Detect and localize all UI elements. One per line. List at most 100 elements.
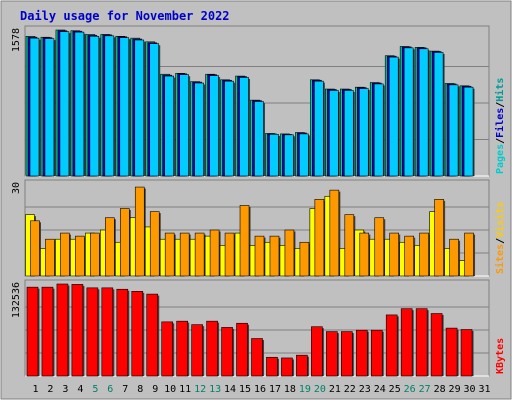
hits-bar-pages-day-2: [44, 38, 55, 177]
hits-bar-pages-day-7: [119, 37, 130, 177]
kbytes-bar-kbytes-day-28: [430, 313, 443, 377]
x-tick-label-day-14: 14: [224, 384, 236, 395]
hits-bar-pages-day-25: [388, 56, 399, 177]
hits-bar-pages-day-1: [29, 37, 40, 177]
hits-max-label: 1578: [11, 28, 22, 52]
visits-bar-sites-day-15: [239, 205, 250, 277]
kbytes-bar-kbytes-day-7: [116, 288, 129, 377]
kbytes-bar-kbytes-day-8: [131, 291, 144, 377]
x-tick-label-day-29: 29: [449, 384, 461, 395]
visits-bar-sites-day-25: [389, 232, 400, 277]
hits-bar-pages-day-3: [59, 31, 70, 177]
hits-bar-pages-day-14: [224, 80, 234, 177]
panel-hits: 1578 Pages/Files/Hits: [11, 25, 506, 177]
kbytes-bar-kbytes-day-25: [385, 314, 398, 377]
hits-bar-pages-day-17: [269, 134, 279, 177]
visits-bar-sites-day-4: [75, 235, 85, 277]
x-tick-label-day-5: 5: [92, 384, 98, 395]
visits-ylabel-part: /: [495, 238, 506, 244]
visits-bar-sites-day-13: [209, 229, 220, 277]
hits-bar-pages-day-16: [254, 101, 264, 177]
visits-bar-sites-day-17: [269, 235, 280, 277]
x-tick-label-day-8: 8: [137, 384, 143, 395]
visits-bar-sites-day-14: [224, 232, 235, 277]
hits-bar-pages-day-22: [344, 90, 354, 177]
hits-bar-pages-day-6: [104, 35, 115, 177]
x-tick-label-day-11: 11: [179, 384, 191, 395]
visits-bar-sites-day-11: [179, 232, 190, 277]
kbytes-bar-kbytes-day-10: [161, 321, 173, 377]
hits-bar-pages-day-27: [418, 48, 429, 177]
x-tick-label-day-7: 7: [122, 384, 128, 395]
kbytes-bar-kbytes-day-18: [281, 357, 293, 377]
visits-bar-sites-day-6: [105, 217, 115, 277]
x-tick-label-day-12: 12: [194, 384, 206, 395]
hits-bar-pages-day-4: [74, 31, 85, 177]
x-tick-label-day-26: 26: [404, 384, 416, 395]
kbytes-bar-kbytes-day-19: [296, 354, 308, 377]
visits-bar-sites-day-12: [194, 232, 205, 277]
kbytes-bar-kbytes-day-14: [221, 327, 233, 377]
x-tick-label-day-3: 3: [62, 384, 68, 395]
hits-bar-pages-day-18: [284, 134, 294, 177]
x-tick-label-day-22: 22: [344, 384, 356, 395]
visits-bar-sites-day-5: [90, 232, 100, 277]
kbytes-bar-kbytes-day-17: [266, 356, 278, 377]
kbytes-bar-kbytes-day-26: [400, 308, 413, 377]
visits-bar-sites-day-29: [449, 238, 459, 277]
kbytes-bar-kbytes-day-9: [146, 293, 159, 377]
chart-panels: 1578 Pages/Files/Hits 30 Sites/Visits 132536…: [11, 25, 506, 377]
visits-bar-sites-day-20: [314, 199, 325, 277]
visits-bar-sites-day-8: [134, 186, 145, 277]
visits-max-label: 30: [11, 182, 22, 194]
hits-bar-pages-day-11: [179, 74, 189, 177]
hits-bar-pages-day-24: [373, 83, 384, 177]
x-tick-label-day-25: 25: [389, 384, 401, 395]
visits-bar-sites-day-21: [329, 189, 340, 277]
kbytes-max-label: 132536: [11, 282, 22, 318]
visits-bar-sites-day-1: [30, 220, 40, 277]
x-tick-label-day-23: 23: [359, 384, 371, 395]
hits-bar-pages-day-12: [194, 82, 204, 177]
kbytes-bar-kbytes-day-16: [251, 338, 263, 377]
hits-ylabel-part: Pages: [495, 144, 506, 174]
visits-ylabel: Sites/Visits: [494, 202, 506, 274]
chart-title: Daily usage for November 2022: [20, 9, 230, 23]
hits-bar-pages-day-26: [403, 47, 414, 177]
hits-bar-pages-day-28: [433, 52, 444, 177]
panel-visits: 30 Sites/Visits: [11, 179, 506, 277]
visits-bar-sites-day-2: [45, 238, 55, 277]
hits-bar-pages-day-9: [149, 43, 160, 177]
x-tick-label-day-10: 10: [164, 384, 176, 395]
kbytes-bar-kbytes-day-4: [71, 284, 84, 377]
hits-bar-pages-day-23: [358, 88, 369, 177]
x-tick-label-day-13: 13: [209, 384, 221, 395]
panel-kbytes: 132536 KBytes: [11, 279, 506, 377]
visits-bar-sites-day-10: [164, 232, 175, 277]
kbytes-bar-kbytes-day-29: [445, 327, 458, 377]
hits-bar-pages-day-13: [209, 75, 219, 177]
visits-bar-sites-day-28: [434, 199, 444, 277]
x-tick-label-day-19: 19: [299, 384, 311, 395]
kbytes-bar-kbytes-day-5: [86, 287, 99, 377]
x-tick-label-day-9: 9: [152, 384, 158, 395]
kbytes-bar-kbytes-day-21: [326, 331, 338, 377]
hits-bar-pages-day-5: [89, 35, 100, 177]
x-tick-label-day-17: 17: [269, 384, 281, 395]
kbytes-bar-kbytes-day-30: [460, 329, 473, 377]
kbytes-bar-kbytes-day-13: [206, 320, 218, 377]
kbytes-bar-kbytes-day-12: [191, 324, 203, 377]
kbytes-bar-kbytes-day-20: [311, 326, 323, 377]
kbytes-bar-kbytes-day-24: [370, 329, 383, 377]
visits-bar-sites-day-22: [344, 214, 355, 277]
x-tick-label-day-28: 28: [434, 384, 446, 395]
kbytes-bar-kbytes-day-6: [101, 287, 114, 377]
x-tick-label-day-27: 27: [419, 384, 431, 395]
kbytes-bar-kbytes-day-15: [236, 322, 248, 377]
kbytes-bar-kbytes-day-1: [26, 286, 39, 377]
hits-ylabel: Pages/Files/Hits: [494, 78, 506, 174]
x-tick-label-day-30: 30: [464, 384, 476, 395]
hits-ylabel-part: Hits: [494, 78, 506, 102]
visits-ylabel-part: Visits: [494, 202, 506, 238]
